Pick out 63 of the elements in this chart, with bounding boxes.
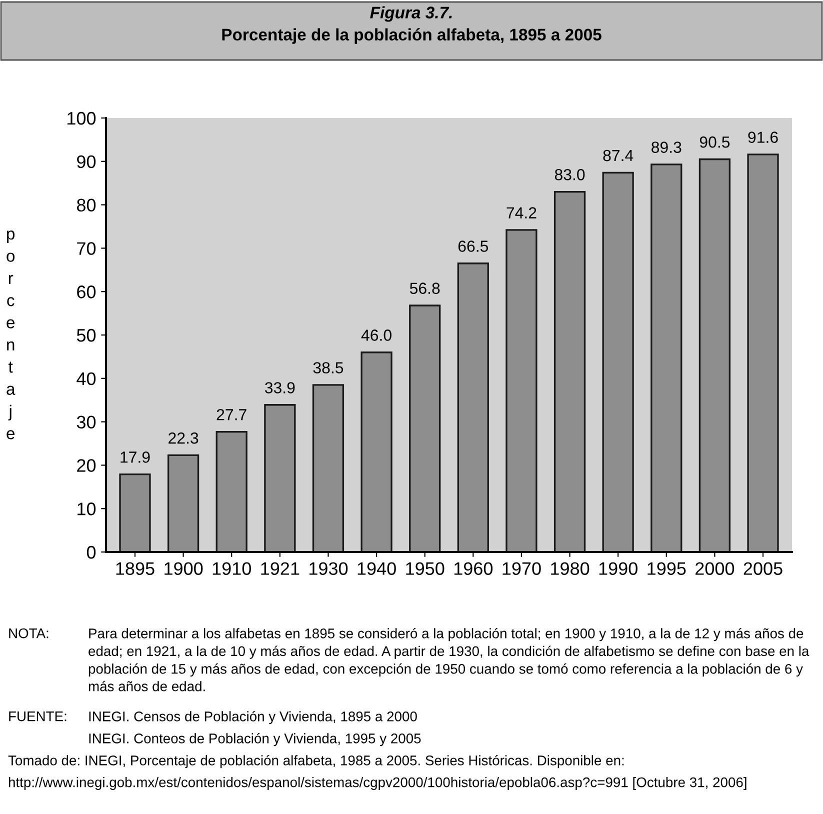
text: Para determinar a los alfabetas en 1895 se consideró a la población total; en 1900 y 1910, a la de 12 y más años de edad; en 1921, a la de 10 y más años de edad. A partir de 1930, la condición de alfabetismo se define con base en la población de 15 y más años de edad, con excepción de 1950 cuando se tomó como referencia a la población de 6 y más años de edad. (88, 628, 810, 692)
data-label: 83.0 (554, 168, 585, 180)
bar (264, 404, 296, 552)
bar (457, 262, 489, 552)
bar (554, 190, 586, 552)
text: Tomado de: INEGI, Porcentaje de población alfabeta, 1985 a 2005. Series Históricas. Disponible en: (8, 755, 624, 768)
y-tick-label: 30 (76, 416, 96, 429)
y-tick-label: 100 (68, 112, 96, 125)
chart-subtitle: Porcentaje de la población alfabeta, 1895 a 2005 (222, 28, 602, 44)
data-label: 56.8 (410, 282, 440, 294)
bar (650, 164, 682, 552)
x-tick-label: 1990 (599, 562, 638, 575)
y-tick-label: 90 (77, 155, 96, 168)
bar (506, 229, 538, 552)
x-tick-label: 1950 (406, 562, 444, 575)
x-tick-label: 1921 (261, 562, 300, 575)
y-tick-label: 10 (78, 502, 96, 516)
x-tick-label: 1960 (454, 562, 493, 575)
y-tick-label: 20 (77, 459, 96, 472)
x-tick-label: 1895 (116, 562, 154, 575)
data-label: 66.5 (458, 240, 488, 252)
bar (119, 473, 151, 552)
bar (409, 304, 441, 552)
text: INEGI. Censos de Población y Vivienda, 1895 a 2000 (89, 711, 417, 724)
source-note: FUENTE: (9, 712, 66, 722)
y-tick-label: 0 (86, 546, 96, 559)
data-label: 74.2 (506, 207, 536, 218)
bar (698, 158, 731, 552)
bar (360, 352, 392, 552)
x-tick-label: 1930 (310, 562, 348, 575)
y-tick-label: 70 (77, 242, 96, 255)
x-tick-label: 1995 (648, 562, 686, 575)
bar (747, 154, 779, 552)
y-tick-label: 50 (76, 328, 96, 342)
y-tick-label: 60 (77, 286, 96, 298)
x-tick-label: 1900 (164, 562, 203, 575)
chart-title: Figura 3.7. (370, 6, 452, 22)
data-label: 90.5 (700, 136, 730, 148)
x-tick-label: 2000 (696, 562, 734, 575)
y-tick-label: 80 (76, 198, 96, 212)
bar (167, 454, 200, 552)
bar (312, 384, 344, 552)
data-label: 22.3 (168, 432, 198, 444)
data-label: 87.4 (603, 150, 634, 162)
bar (216, 430, 248, 552)
data-label: 91.6 (748, 132, 778, 143)
data-label: 27.7 (216, 408, 246, 420)
x-tick-label: 1980 (551, 562, 590, 575)
text: NOTA: (9, 628, 48, 638)
x-tick-label: 1940 (358, 562, 396, 575)
text: http://www.inegi.gob.mx/est/contenidos/espanol/sistemas/cgpv2000/100historia/epobla06.asp?c=991 [Octubre 31, 2006] (8, 777, 746, 790)
data-label: 46.0 (361, 330, 392, 341)
x-tick-label: 1910 (212, 562, 251, 575)
text: INEGI. Conteos de Población y Vivienda, 1995 y 2005 (89, 733, 421, 746)
bar (602, 172, 634, 552)
data-label: 17.9 (120, 452, 150, 463)
x-tick-label: 2005 (744, 562, 782, 575)
data-label: 33.9 (264, 382, 295, 394)
data-label: 89.3 (652, 142, 682, 153)
data-label: 38.5 (313, 362, 344, 374)
text: porcentaje (6, 230, 16, 440)
y-tick-label: 40 (76, 372, 96, 386)
x-tick-label: 1970 (502, 562, 541, 575)
